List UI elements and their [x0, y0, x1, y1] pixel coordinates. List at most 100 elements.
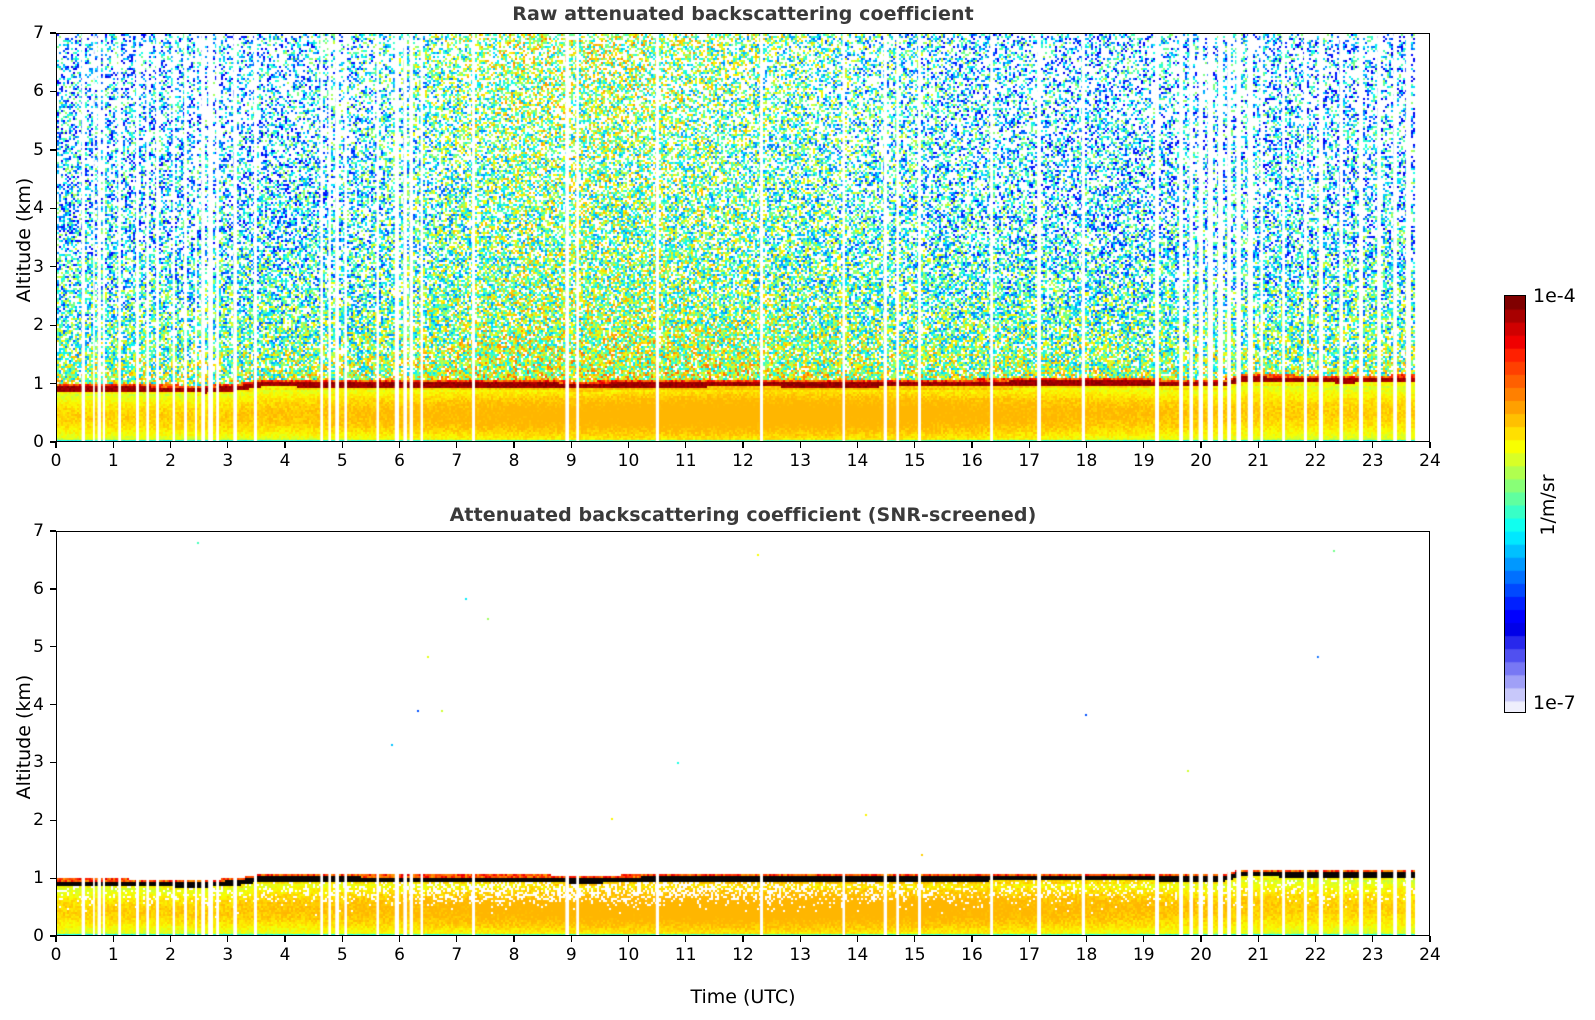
x-tick-label: 22	[1304, 945, 1327, 965]
y-tick-label: 7	[33, 521, 44, 541]
x-tick-mark	[914, 442, 916, 448]
x-tick-label: 19	[1132, 451, 1155, 471]
x-tick-label: 3	[222, 451, 234, 471]
x-tick-label: 13	[789, 451, 812, 471]
x-tick-mark	[856, 442, 859, 448]
y-tick-label: 1	[33, 373, 44, 394]
x-tick-label: 0	[50, 945, 62, 965]
x-tick-mark	[1200, 442, 1202, 448]
y-tick-mark	[50, 207, 56, 209]
y-axis-label-screened: Altitude (km)	[13, 674, 35, 800]
x-tick-label: 22	[1304, 451, 1327, 471]
x-tick-mark	[1257, 936, 1259, 942]
x-tick-mark	[456, 936, 458, 942]
x-tick-label: 10	[617, 451, 640, 471]
y-tick-label: 1	[33, 868, 44, 889]
y-tick-label: 3	[33, 256, 44, 277]
y-tick-mark	[50, 382, 56, 385]
y-tick-label: 2	[33, 315, 44, 336]
x-tick-label: 14	[846, 945, 869, 965]
x-tick-mark	[570, 936, 572, 942]
x-tick-label: 9	[565, 451, 577, 471]
x-tick-mark	[914, 936, 916, 942]
plot-area-screened[interactable]	[56, 531, 1430, 936]
colorbar	[1504, 295, 1526, 713]
x-tick-label: 2	[165, 945, 176, 965]
x-tick-label: 8	[508, 945, 520, 965]
x-tick-mark	[1028, 442, 1030, 448]
y-tick-label: 6	[33, 578, 44, 599]
x-tick-mark	[513, 442, 515, 448]
colorbar-min-label: 1e-7	[1533, 692, 1576, 714]
y-tick-label: 0	[33, 432, 44, 452]
y-tick-label: 0	[33, 926, 44, 946]
x-tick-mark	[398, 442, 401, 448]
x-tick-mark	[284, 442, 286, 448]
y-tick-mark	[50, 877, 56, 879]
y-tick-label: 5	[33, 139, 44, 160]
panel-title-screened: Attenuated backscattering coefficient (S…	[449, 504, 1037, 526]
x-tick-label: 10	[617, 945, 640, 965]
x-tick-mark	[169, 936, 172, 942]
x-tick-label: 7	[451, 945, 463, 965]
x-tick-mark	[971, 936, 973, 942]
x-tick-mark	[55, 936, 57, 942]
x-tick-label: 16	[961, 945, 983, 965]
x-tick-label: 11	[674, 945, 697, 965]
x-tick-mark	[856, 936, 859, 942]
x-tick-mark	[169, 442, 172, 448]
x-tick-label: 6	[394, 451, 405, 471]
x-tick-mark	[112, 442, 114, 448]
x-tick-mark	[627, 442, 630, 448]
y-tick-mark	[50, 935, 56, 937]
y-tick-mark	[50, 149, 56, 151]
x-tick-mark	[227, 442, 229, 448]
x-tick-mark	[1200, 936, 1202, 942]
y-tick-mark	[50, 90, 56, 93]
y-tick-mark	[50, 819, 56, 821]
x-tick-mark	[55, 442, 57, 448]
y-axis-label-raw: Altitude (km)	[13, 177, 35, 303]
colorbar-unit-label: 1/m/sr	[1537, 474, 1559, 536]
x-tick-label: 2	[165, 451, 176, 471]
x-tick-mark	[513, 936, 515, 942]
y-tick-label: 3	[33, 752, 44, 773]
x-tick-mark	[227, 936, 229, 942]
x-tick-label: 19	[1132, 945, 1155, 965]
x-tick-label: 23	[1361, 945, 1384, 965]
x-tick-label: 5	[336, 945, 348, 965]
x-tick-mark	[284, 936, 286, 942]
x-tick-label: 4	[279, 451, 291, 471]
y-tick-mark	[50, 324, 56, 326]
x-tick-label: 9	[565, 945, 577, 965]
x-tick-label: 8	[508, 451, 520, 471]
x-tick-mark	[1372, 442, 1374, 448]
x-tick-mark	[971, 442, 973, 448]
x-tick-mark	[341, 442, 343, 448]
x-tick-label: 12	[732, 945, 754, 965]
x-tick-label: 21	[1247, 945, 1270, 965]
y-tick-mark	[50, 761, 56, 764]
x-tick-mark	[1372, 936, 1374, 942]
x-tick-label: 23	[1361, 451, 1384, 471]
x-tick-mark	[1429, 936, 1431, 942]
y-tick-label: 6	[33, 81, 44, 102]
x-tick-mark	[1085, 936, 1088, 942]
x-tick-label: 6	[394, 945, 405, 965]
y-tick-mark	[50, 266, 56, 268]
x-tick-mark	[685, 936, 687, 942]
y-tick-mark	[50, 530, 56, 532]
x-tick-label: 24	[1419, 945, 1441, 965]
x-tick-mark	[627, 936, 630, 942]
panel-title-raw: Raw attenuated backscattering coefficien…	[512, 3, 974, 25]
x-tick-label: 4	[279, 945, 291, 965]
y-tick-mark	[50, 703, 56, 706]
y-tick-mark	[50, 588, 56, 590]
x-tick-label: 18	[1075, 945, 1098, 965]
x-tick-mark	[398, 936, 401, 942]
x-tick-mark	[799, 442, 801, 448]
plot-area-raw[interactable]	[56, 33, 1430, 442]
x-tick-label: 17	[1018, 451, 1041, 471]
x-tick-mark	[1143, 442, 1145, 448]
colorbar-max-label: 1e-4	[1533, 285, 1576, 307]
